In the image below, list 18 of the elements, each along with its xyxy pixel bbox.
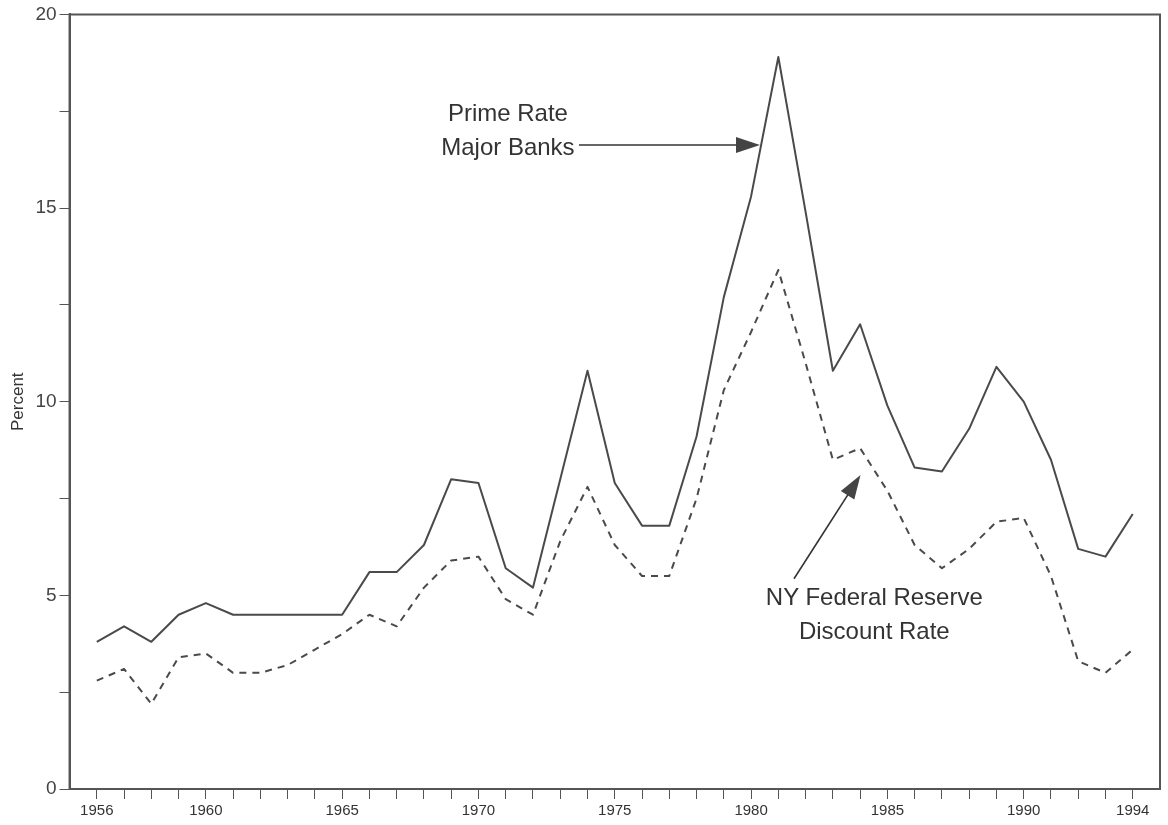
x-tick-label: 1990	[1007, 801, 1041, 819]
x-tick-label: 1994	[1116, 801, 1150, 819]
y-tick-label: 0	[45, 777, 57, 799]
line-series	[95, 269, 1134, 705]
y-tick-label: 20	[35, 2, 57, 24]
annotation: Prime Rate Major Banks	[441, 98, 575, 160]
y-axis-title: Percent	[7, 372, 27, 431]
x-tick-label: 1980	[734, 801, 768, 819]
x-tick-label: 1956	[80, 801, 114, 819]
x-tick-label: 1985	[870, 801, 905, 819]
y-tick-label: 10	[35, 389, 57, 411]
x-tick-label: 1960	[189, 801, 223, 819]
x-tick-label: 1970	[461, 801, 496, 819]
y-tick-label: 15	[35, 196, 57, 218]
y-tick-label: 5	[45, 583, 57, 605]
annotation: NY Federal Reserve Discount Rate	[765, 583, 983, 645]
x-tick-label: 1965	[325, 801, 359, 819]
x-tick-label: 1975	[598, 801, 632, 819]
